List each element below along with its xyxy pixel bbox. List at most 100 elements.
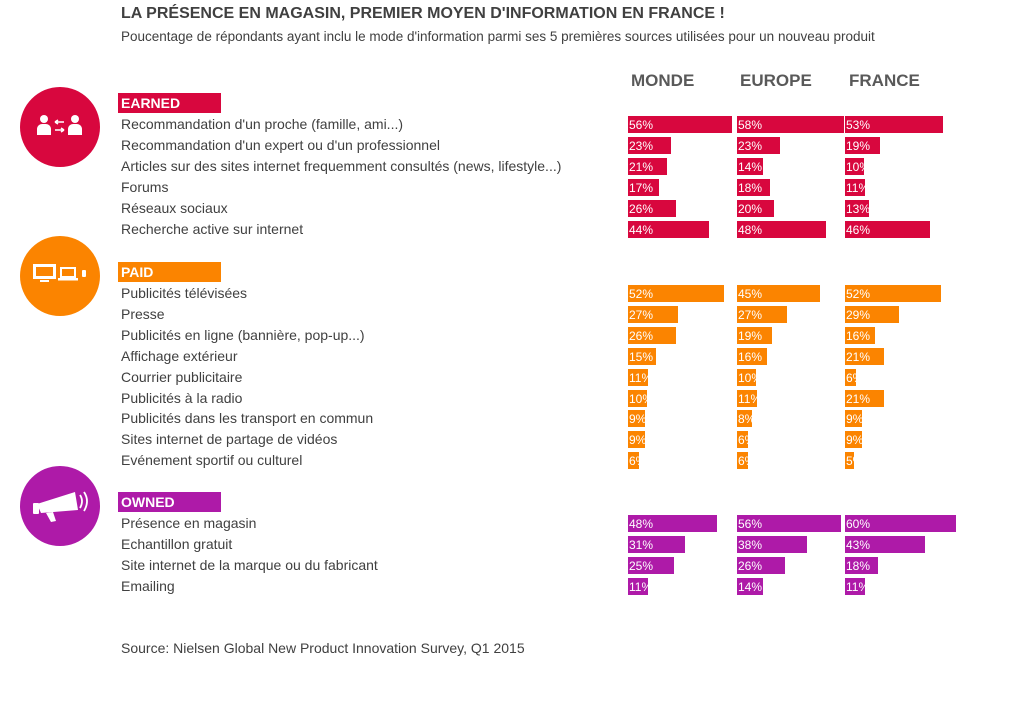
bar-value-label: 56%	[629, 118, 654, 132]
bar-france: 21%	[845, 347, 884, 365]
bar-europe: 19%	[737, 326, 772, 344]
bar-france: 29%	[845, 305, 899, 323]
bar-europe: 6%	[737, 431, 748, 449]
bar-france: 21%	[845, 389, 884, 407]
row-label: Réseaux sociaux	[121, 199, 228, 216]
bar-france: 46%	[845, 220, 930, 238]
bar-monde: 6%	[628, 452, 639, 470]
bar-france: 10%	[845, 157, 864, 175]
bar-monde: 11%	[628, 577, 648, 595]
bar-france: 60%	[845, 515, 956, 532]
bar-france: 9%	[845, 431, 862, 449]
bar-monde: 52%	[628, 285, 724, 302]
bar-value-label: 38%	[738, 537, 763, 552]
bar-europe: 14%	[737, 157, 763, 175]
bar-value-label: 20%	[738, 201, 763, 216]
bar-europe: 18%	[737, 178, 770, 196]
bar-value-label: 58%	[738, 118, 763, 132]
bar-france: 13%	[845, 199, 869, 217]
bar-value-label: 11%	[738, 391, 757, 406]
bar-france: 11%	[845, 577, 865, 595]
bar-monde: 9%	[628, 431, 645, 449]
bar-value-label: 14%	[738, 159, 763, 174]
tv-devices-icon	[20, 236, 100, 316]
bar-value-label: 9%	[629, 412, 645, 427]
bar-value-label: 26%	[629, 328, 654, 343]
bar-value-label: 21%	[846, 349, 871, 364]
bar-value-label: 5%	[846, 454, 854, 469]
bar-value-label: 23%	[629, 138, 654, 153]
bar-france: 6%	[845, 368, 856, 386]
bar-value-label: 6%	[629, 454, 639, 469]
bar-value-label: 48%	[738, 222, 763, 237]
bar-value-label: 15%	[629, 349, 654, 364]
megaphone-icon	[20, 466, 100, 546]
row-label: Courrier publicitaire	[121, 368, 243, 385]
bar-value-label: 17%	[629, 180, 654, 195]
row-label: Recherche active sur internet	[121, 220, 304, 237]
bar-europe: 26%	[737, 556, 785, 574]
bar-value-label: 9%	[629, 433, 645, 448]
bar-value-label: 21%	[629, 159, 654, 174]
bar-europe: 45%	[737, 285, 820, 302]
bar-france: 52%	[845, 285, 941, 302]
bar-value-label: 27%	[629, 307, 654, 322]
bar-value-label: 52%	[846, 287, 871, 301]
bar-value-label: 48%	[629, 517, 654, 531]
bar-france: 16%	[845, 326, 875, 344]
bar-monde: 27%	[628, 305, 678, 323]
bar-monde: 26%	[628, 199, 676, 217]
bar-monde: 21%	[628, 157, 667, 175]
bar-monde: 31%	[628, 535, 685, 553]
people-exchange-icon	[20, 87, 100, 167]
bar-value-label: 19%	[738, 328, 763, 343]
bar-monde: 10%	[628, 389, 647, 407]
bar-value-label: 23%	[738, 138, 763, 153]
bar-value-label: 10%	[846, 159, 864, 174]
bar-europe: 48%	[737, 220, 826, 238]
category-label-owned: OWNED	[118, 492, 221, 512]
bar-value-label: 21%	[846, 391, 871, 406]
bar-value-label: 56%	[738, 517, 763, 531]
bar-value-label: 16%	[846, 328, 871, 343]
bar-value-label: 26%	[738, 558, 763, 573]
bar-value-label: 11%	[846, 180, 865, 195]
bar-value-label: 18%	[738, 180, 763, 195]
row-label: Site internet de la marque ou du fabrica…	[121, 556, 378, 573]
bar-europe: 58%	[737, 116, 844, 133]
bar-europe: 6%	[737, 452, 748, 470]
bar-value-label: 11%	[629, 370, 648, 385]
bar-europe: 38%	[737, 535, 807, 553]
bar-value-label: 31%	[629, 537, 654, 552]
bar-value-label: 29%	[846, 307, 871, 322]
bar-value-label: 11%	[846, 579, 865, 594]
bar-value-label: 11%	[629, 579, 648, 594]
bar-value-label: 6%	[738, 454, 748, 469]
bar-value-label: 14%	[738, 579, 763, 594]
bar-monde: 26%	[628, 326, 676, 344]
bar-europe: 10%	[737, 368, 756, 386]
bar-monde: 15%	[628, 347, 656, 365]
bar-value-label: 18%	[846, 558, 871, 573]
column-header-france: FRANCE	[849, 71, 920, 90]
bar-europe: 16%	[737, 347, 767, 365]
bar-europe: 27%	[737, 305, 787, 323]
bar-value-label: 6%	[738, 433, 748, 448]
bar-value-label: 44%	[629, 222, 654, 237]
source-note: Source: Nielsen Global New Product Innov…	[121, 640, 525, 656]
bar-monde: 25%	[628, 556, 674, 574]
row-label: Presse	[121, 305, 165, 322]
bar-value-label: 19%	[846, 138, 871, 153]
row-label: Recommandation d'un proche (famille, ami…	[121, 116, 404, 132]
bar-france: 53%	[845, 116, 943, 133]
bar-france: 19%	[845, 136, 880, 154]
row-label: Affichage extérieur	[121, 347, 238, 364]
row-label: Sites internet de partage de vidéos	[121, 431, 338, 448]
row-label: Publicités dans les transport en commun	[121, 410, 374, 427]
bar-france: 11%	[845, 178, 865, 196]
row-label: Emailing	[121, 577, 175, 594]
bar-monde: 9%	[628, 410, 645, 428]
bar-france: 43%	[845, 535, 925, 553]
row-label: Recommandation d'un expert ou d'un profe…	[121, 136, 440, 153]
bar-value-label: 25%	[629, 558, 654, 573]
